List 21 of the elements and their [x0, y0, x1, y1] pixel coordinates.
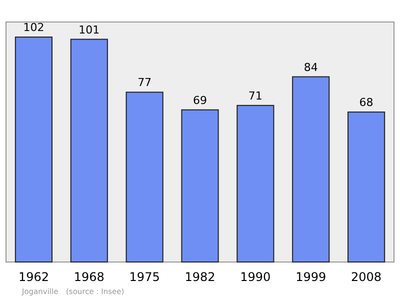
x-tick-label: 1962	[18, 270, 49, 284]
bar	[347, 112, 386, 262]
data-label: 68	[359, 96, 374, 110]
x-tick-label: 1999	[296, 270, 326, 284]
bar	[292, 76, 330, 262]
x-tick-label: 2008	[351, 270, 382, 284]
x-tick-label: 1990	[240, 270, 271, 284]
bar	[14, 36, 53, 262]
bar	[126, 92, 164, 262]
data-label: 101	[78, 23, 100, 36]
data-label: 71	[248, 89, 262, 102]
bar	[236, 104, 274, 262]
bar	[181, 109, 219, 262]
bar	[70, 38, 108, 262]
data-label: 77	[138, 76, 152, 90]
data-label: 102	[23, 21, 44, 34]
x-tick-label: 1975	[129, 270, 160, 284]
data-label: 84	[304, 60, 318, 74]
data-label: 69	[193, 94, 207, 107]
x-tick-label: 1968	[74, 270, 104, 284]
x-tick-label: 1982	[184, 270, 216, 284]
